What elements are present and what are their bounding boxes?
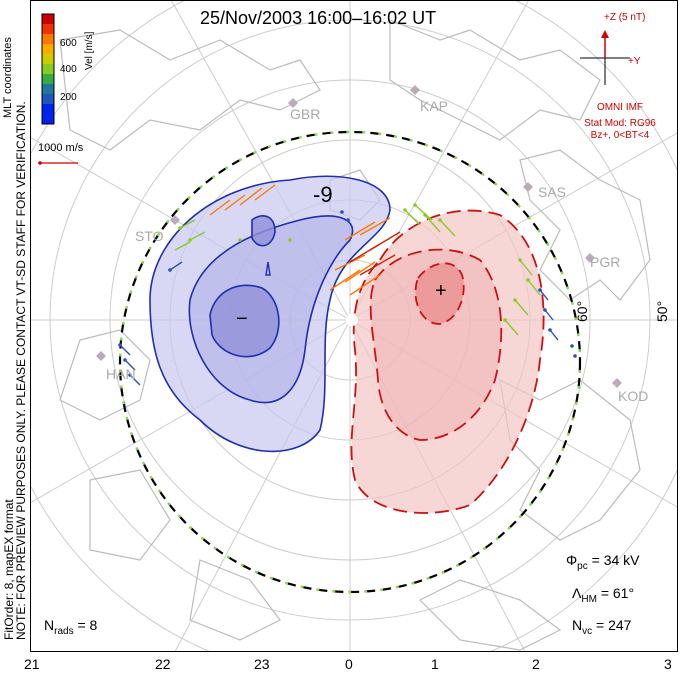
positive-convection-cell (350, 209, 545, 514)
imf-z-label: +Z (5 nT) (604, 12, 646, 23)
phi-value: = 34 kV (591, 552, 640, 568)
mlt-tick-21: 21 (24, 656, 40, 672)
vector-count: Nvc = 247 (572, 617, 631, 637)
mlt-tick-3: 3 (664, 656, 672, 672)
nrads-symbol: N (44, 617, 55, 633)
coastlines (59, 19, 651, 651)
map-title: 25/Nov/2003 16:00–16:02 UT (200, 8, 437, 28)
latitude-label-50: 50° (654, 300, 670, 322)
latitude-label-60: 60° (574, 300, 590, 322)
velocity-reference-vector (38, 161, 78, 165)
nvc-subscript: vc (582, 625, 593, 637)
imf-dial (580, 30, 630, 85)
phi-subscript: pc (577, 560, 588, 572)
nrads-value: = 8 (77, 617, 98, 633)
negative-convection-cell (149, 175, 391, 453)
stat-model-bin: Bz+, 0<BT<4 (590, 130, 650, 141)
potential-maximum-marker: + (435, 280, 447, 302)
radar-label-sas: SAS (538, 184, 567, 200)
preview-note: NOTE: FOR PREVIEW PURPOSES ONLY. PLEASE … (14, 101, 28, 640)
imf-y-label: +Y (628, 56, 641, 67)
coordinates-label: MLT coordinates (2, 37, 14, 118)
radar-count: Nrads = 8 (44, 617, 97, 637)
lambda-value: = 61° (600, 585, 635, 601)
radar-label-pgr: PGR (590, 254, 621, 270)
mlt-tick-0: 0 (345, 656, 353, 672)
mlt-tick-2: 2 (532, 656, 540, 672)
imf-source: OMNI IMF (596, 102, 644, 113)
radar-label-gbr: GBR (290, 106, 321, 122)
hm-latitude: ΛHM = 61° (572, 585, 634, 605)
colorbar-tick-600: 600 (60, 38, 77, 49)
nvc-value: = 247 (596, 617, 632, 633)
radar-label-sto: STO (135, 228, 164, 244)
mlt-tick-22: 22 (155, 656, 171, 672)
radar-markers (96, 85, 622, 388)
mlt-tick-23: 23 (254, 656, 270, 672)
nrads-subscript: rads (54, 625, 74, 637)
stat-model: Stat Mod: RG96 (584, 118, 656, 129)
lambda-symbol: Λ (572, 585, 582, 601)
radar-label-kap: KAP (420, 98, 449, 114)
radar-label-han: HAN (106, 366, 136, 382)
velocity-reference-label: 1000 m/s (38, 142, 84, 154)
lambda-subscript: HM (581, 593, 597, 605)
mlt-tick-1: 1 (431, 656, 439, 672)
cross-polar-potential: Φpc = 34 kV (566, 552, 640, 572)
nvc-symbol: N (572, 617, 583, 633)
colorbar-tick-200: 200 (60, 92, 77, 103)
velocity-colorbar (41, 13, 55, 125)
colorbar-title: Vel [m/s] (84, 31, 95, 70)
velocity-vectors (118, 184, 577, 386)
potential-minimum-marker: − (236, 308, 248, 330)
colorbar-tick-400: 400 (60, 64, 77, 75)
fit-order-note: FitOrder: 8, mapEX format (2, 499, 16, 640)
radar-label-kod: KOD (618, 388, 649, 404)
geographic-pole (346, 314, 358, 326)
contour-label: -9 (313, 182, 333, 207)
hm-boundary-markers (118, 130, 582, 594)
phi-symbol: Φ (566, 552, 578, 568)
